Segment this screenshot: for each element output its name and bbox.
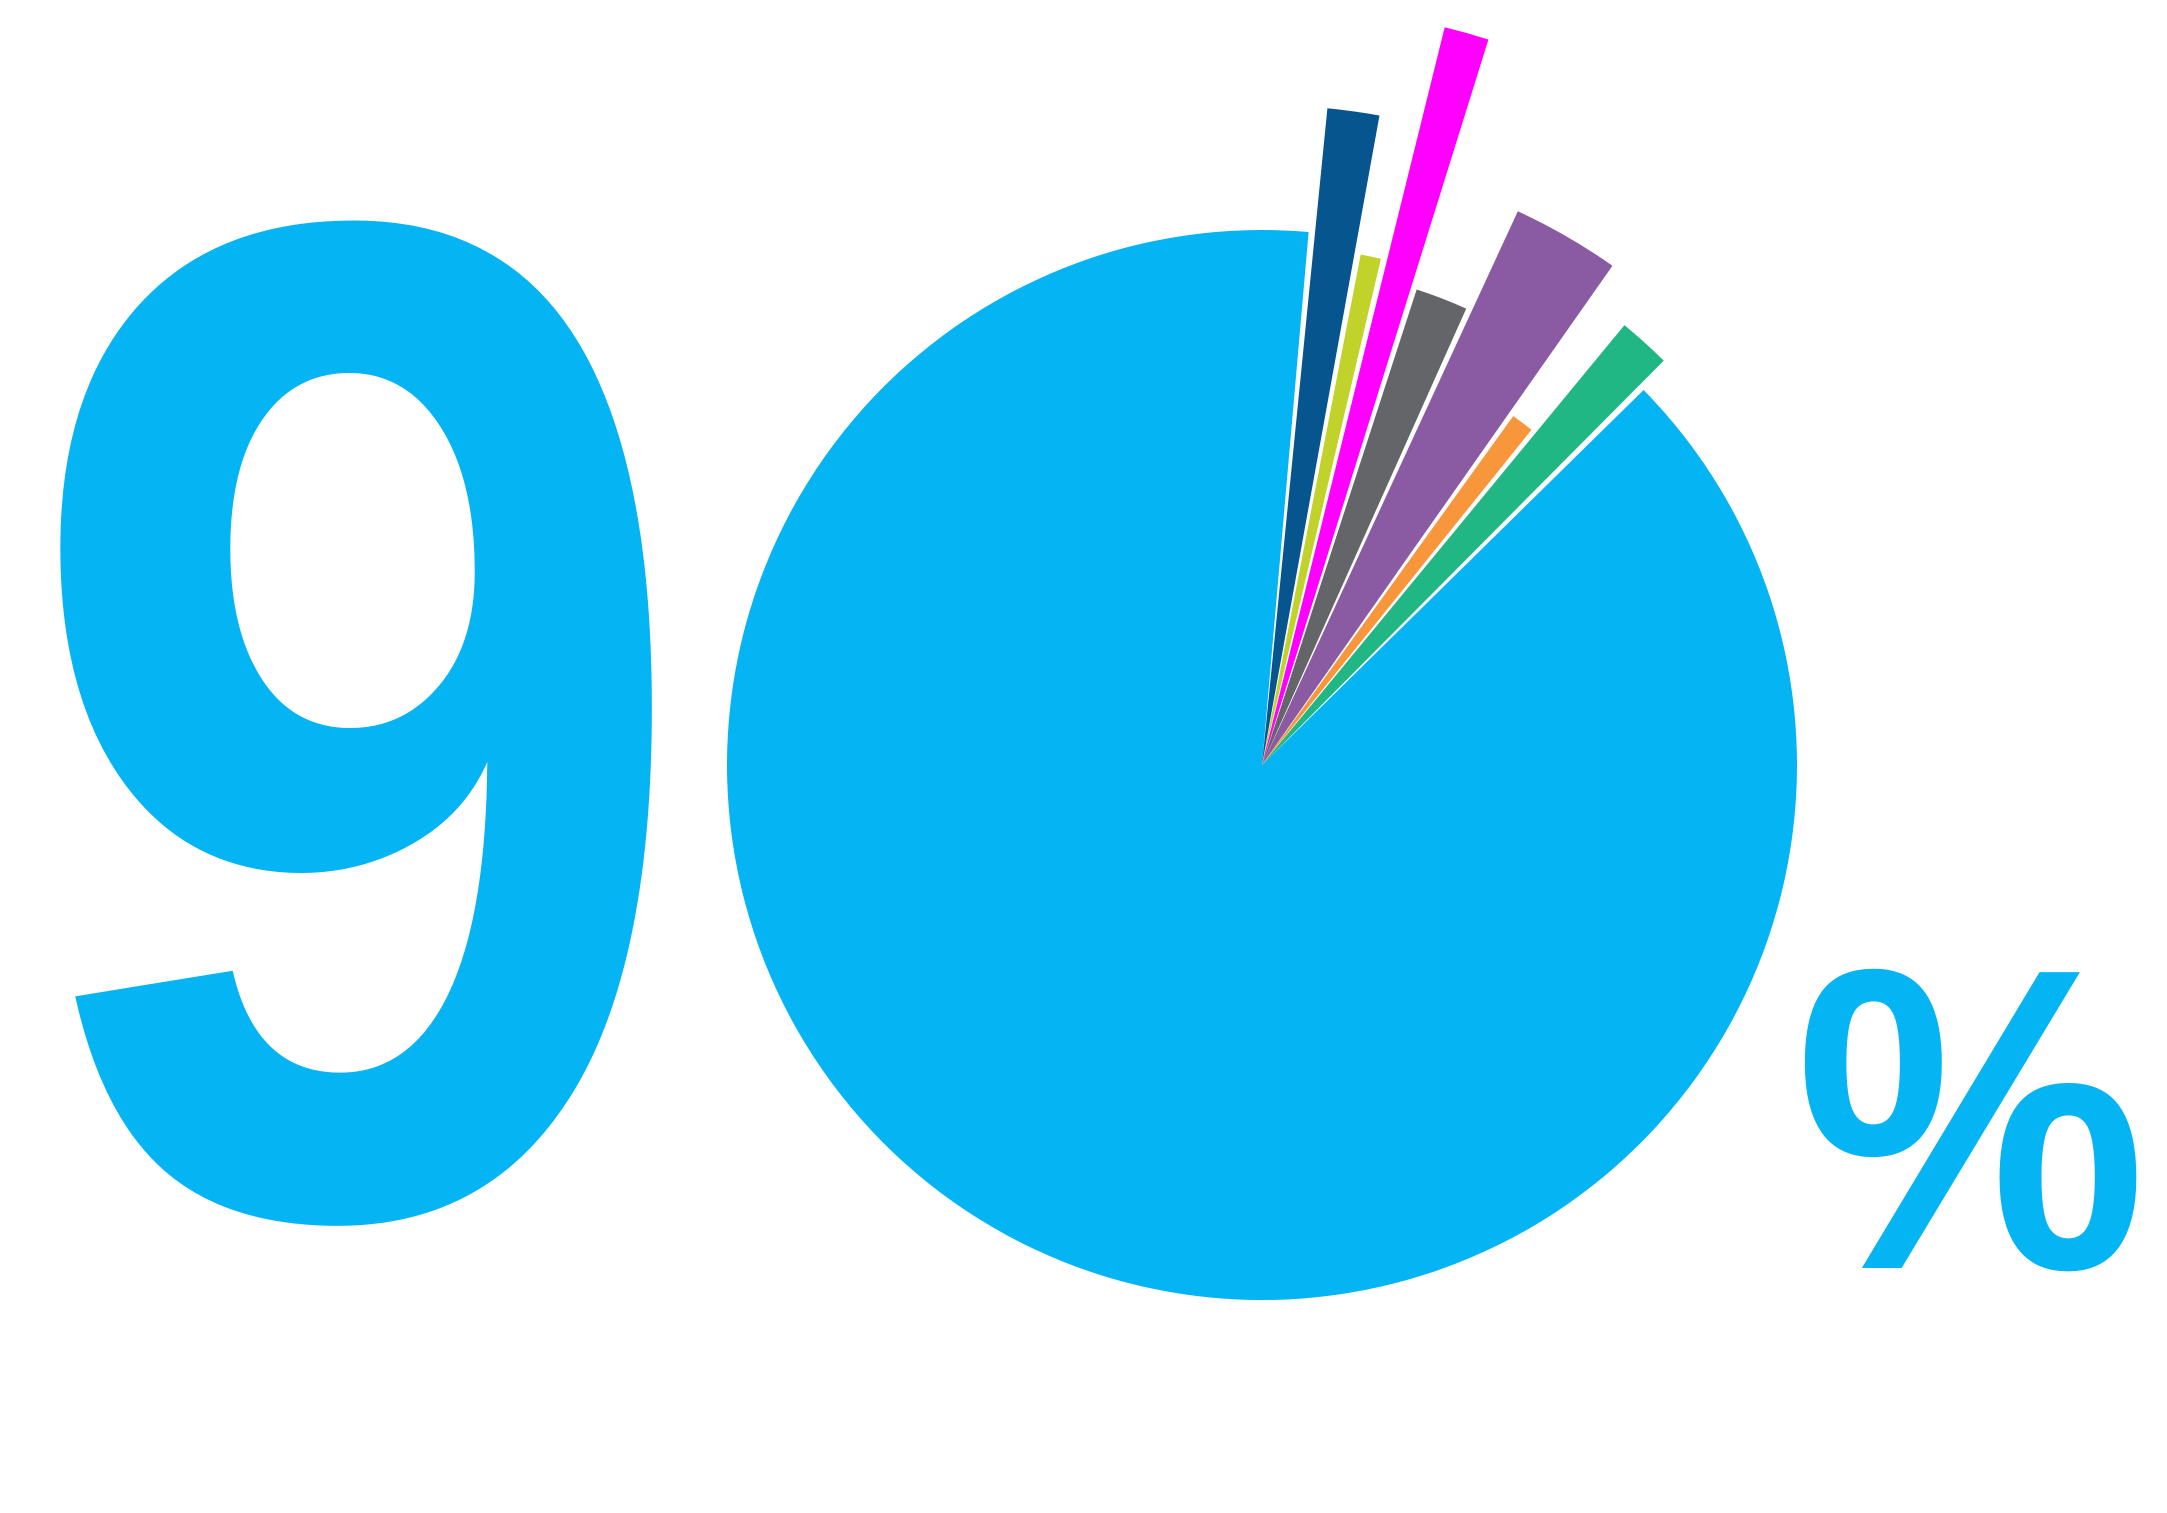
pie-slice-1 <box>1262 108 1380 766</box>
pie-slice-7 <box>1262 325 1664 765</box>
pie-slice-main <box>727 230 1798 1301</box>
infographic-90-percent: 9 % <box>18 10 2147 1430</box>
pie-slice-5 <box>1262 211 1613 766</box>
pie-slice-4 <box>1262 289 1467 765</box>
pie-slice-2 <box>1262 254 1381 766</box>
pie-slice-6 <box>1262 416 1532 765</box>
pie-chart <box>727 27 1798 1301</box>
pie-slice-3 <box>1262 27 1489 765</box>
big-digit-nine: 9 <box>18 0 697 1513</box>
percent-sign: % <box>1795 880 2147 1360</box>
